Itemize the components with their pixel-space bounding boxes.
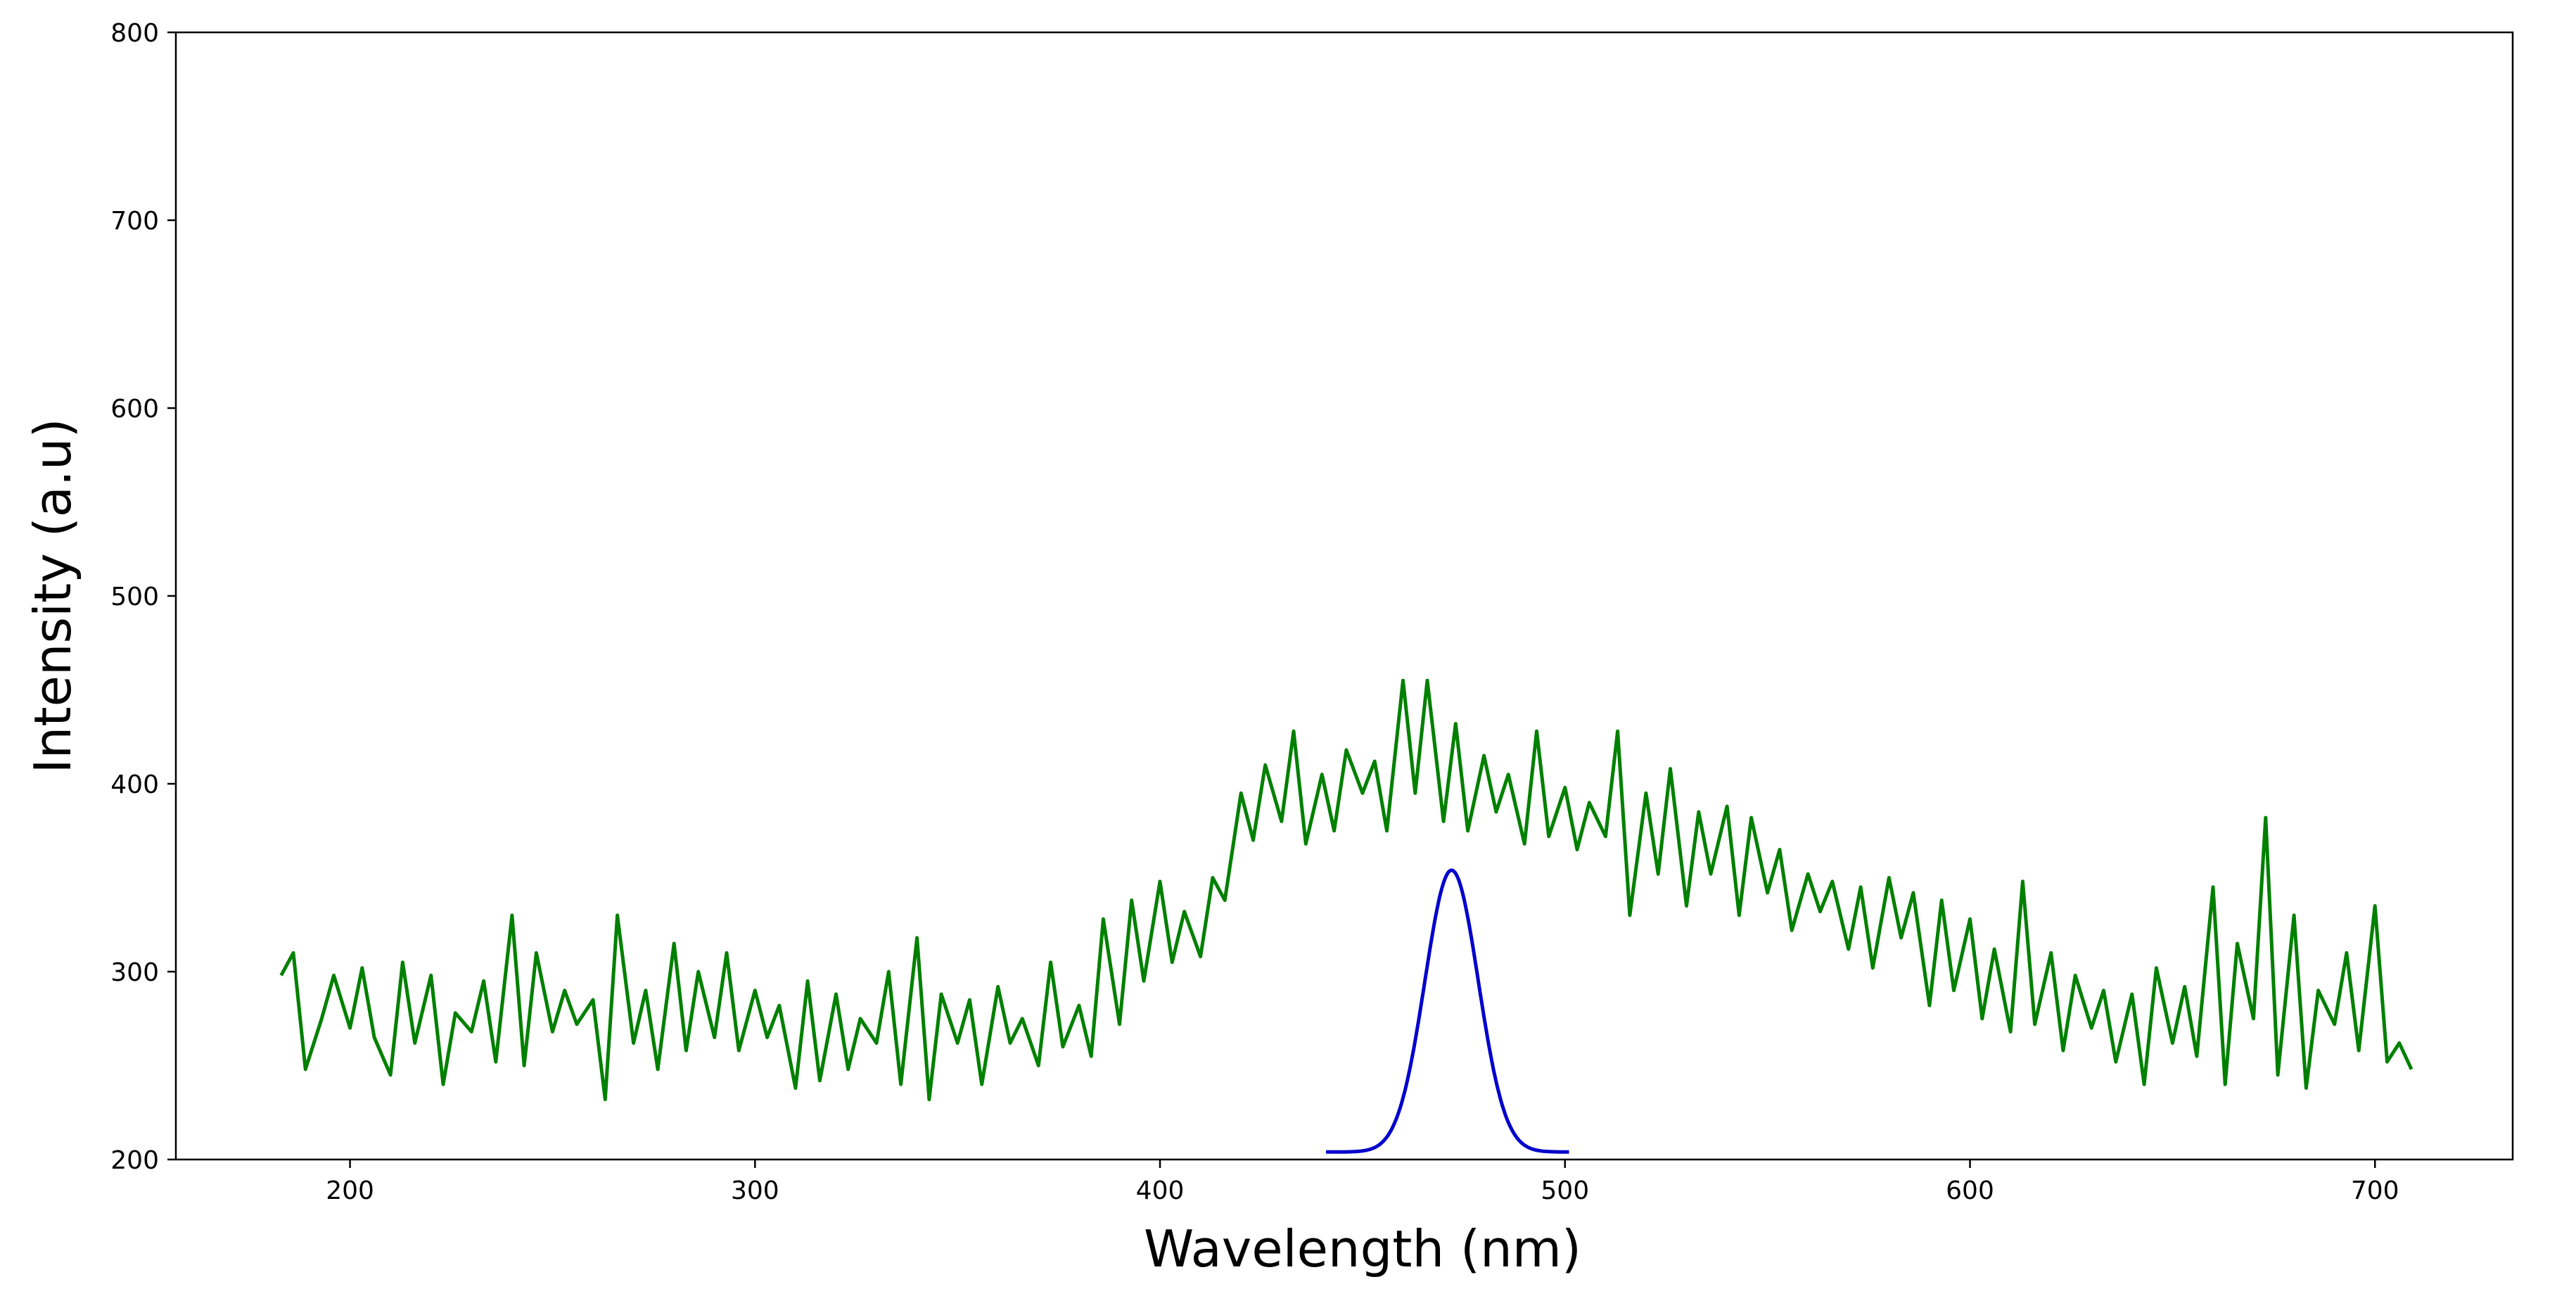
series-layer (279, 678, 2414, 1154)
y-axis-title: Intensity (a.u) (23, 418, 82, 773)
y-tick-label: 700 (110, 207, 159, 236)
x-tick-label: 500 (1541, 1176, 1589, 1205)
spectrum-line (279, 678, 2414, 1102)
y-tick-label: 400 (110, 770, 159, 799)
y-tick-label: 500 (110, 583, 159, 611)
x-axis-ticks: 200 300 400 500 600 700 (326, 1160, 2399, 1205)
y-tick-label: 300 (110, 958, 159, 987)
x-tick-label: 200 (326, 1176, 374, 1205)
y-tick-label: 800 (110, 19, 159, 48)
x-axis-title: Wavelength (nm) (1144, 1219, 1581, 1278)
gaussian-fit-line (1325, 868, 1570, 1154)
x-tick-label: 400 (1136, 1176, 1185, 1205)
x-tick-label: 600 (1946, 1176, 1994, 1205)
y-tick-label: 200 (110, 1146, 159, 1175)
x-tick-label: 700 (2351, 1176, 2399, 1205)
y-axis-ticks: 200 300 400 500 600 700 800 (110, 19, 176, 1175)
x-tick-label: 300 (731, 1176, 779, 1205)
y-tick-label: 600 (110, 395, 159, 424)
